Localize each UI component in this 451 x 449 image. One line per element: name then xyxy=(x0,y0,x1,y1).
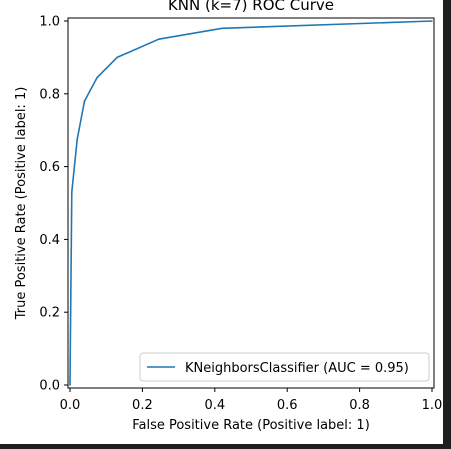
y-tick-label: 0.4 xyxy=(39,233,60,248)
x-tick-label: 1.0 xyxy=(422,398,443,413)
roc-point xyxy=(431,20,433,22)
x-tick-label: 0.2 xyxy=(132,398,153,413)
legend: KNeighborsClassifier (AUC = 0.95) xyxy=(139,352,430,382)
roc-point xyxy=(71,191,73,193)
plot-frame xyxy=(67,17,435,389)
y-axis-label: True Positive Rate (Positive label: 1) xyxy=(14,87,29,321)
roc-curve-points xyxy=(69,20,433,386)
x-axis-label: False Positive Rate (Positive label: 1) xyxy=(132,418,370,433)
roc-point xyxy=(76,138,79,141)
y-tick-label: 0.2 xyxy=(39,306,60,321)
roc-point xyxy=(69,380,71,383)
x-axis-ticks: 0.0 0.2 0.4 0.6 0.8 1.0 xyxy=(60,388,443,413)
y-tick-label: 0.8 xyxy=(39,87,60,102)
y-tick-label: 0.6 xyxy=(39,160,60,175)
x-tick-label: 0.8 xyxy=(349,398,370,413)
chart-title: KNN (k=7) ROC Curve xyxy=(168,0,334,14)
legend-label: KNeighborsClassifier (AUC = 0.95) xyxy=(185,361,409,376)
x-tick-label: 0.0 xyxy=(60,398,81,413)
roc-point xyxy=(69,384,71,386)
roc-point xyxy=(116,56,118,59)
y-axis-ticks: 0.0 0.2 0.4 0.6 0.8 1.0 xyxy=(39,15,68,394)
x-tick-label: 0.4 xyxy=(204,398,225,413)
legend-box xyxy=(139,352,430,382)
plot-area xyxy=(68,18,434,388)
x-tick-label: 0.6 xyxy=(277,398,298,413)
roc-point xyxy=(221,27,223,30)
y-tick-label: 1.0 xyxy=(39,15,60,30)
y-tick-label: 0.0 xyxy=(39,379,60,394)
roc-point xyxy=(157,38,160,40)
roc-curve-line xyxy=(69,20,433,385)
roc-point xyxy=(96,76,98,79)
roc-point xyxy=(83,100,86,102)
